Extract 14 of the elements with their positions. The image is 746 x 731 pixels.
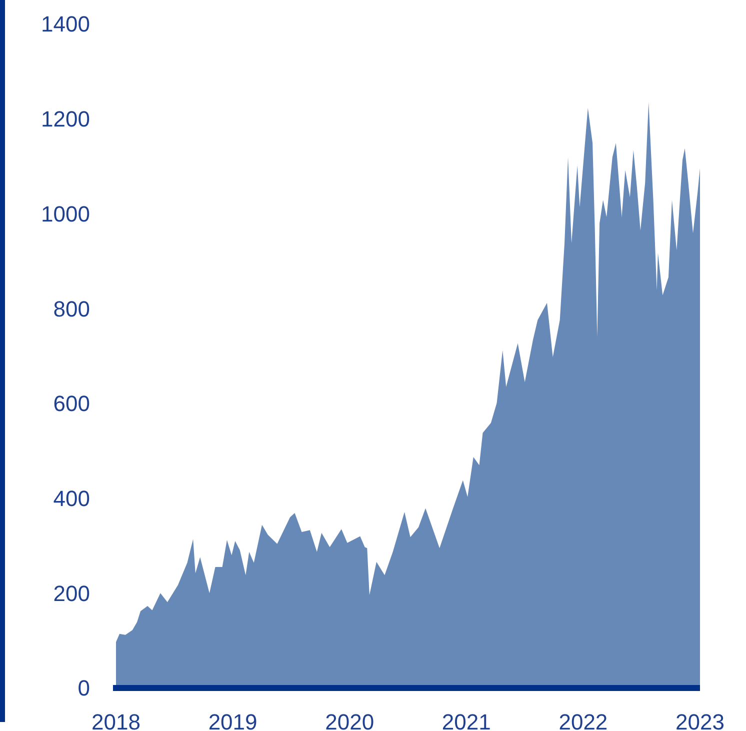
x-tick-label: 2023 [676,710,724,731]
x-tick-label: 2021 [442,710,491,731]
y-tick-label: 1400 [41,12,90,37]
x-tick-label: 2019 [208,710,258,731]
y-tick-label: 600 [53,391,90,416]
y-tick-label: 200 [53,580,90,606]
y-tick-label: 1000 [41,201,90,226]
y-tick-label: 800 [53,296,90,322]
y-tick-label: 1200 [41,106,90,132]
y-tick-label: 0 [78,676,90,701]
x-tick-label: 2020 [325,710,374,731]
x-tick-label: 2018 [92,710,140,731]
x-tick-label: 2022 [558,710,608,731]
y-tick-label: 400 [53,486,90,511]
